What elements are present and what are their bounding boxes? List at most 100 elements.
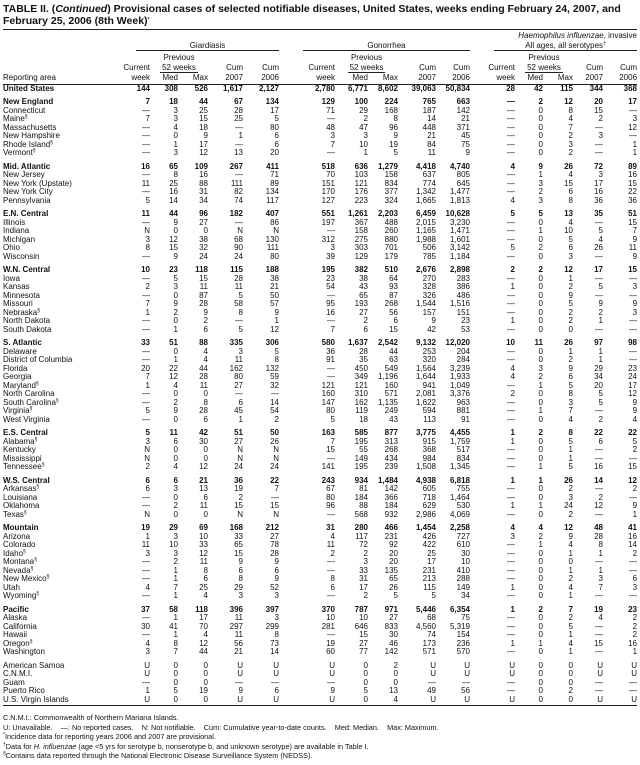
region-row: W.N. Central 10 23 118 115 188 195 382 510 2,676 2… xyxy=(3,261,637,275)
value-cell: 59 xyxy=(270,372,279,381)
area-name: American Samoa xyxy=(3,660,65,670)
footnote-mark: § xyxy=(23,509,27,516)
value-cell: 448 xyxy=(422,122,436,132)
value-cell: 39 xyxy=(326,251,335,261)
value-cell: U xyxy=(144,669,150,678)
area-name: South Dakota xyxy=(3,324,52,334)
current-header: Current xyxy=(488,63,515,72)
value-cell: 0 xyxy=(538,509,543,519)
value-cell: 24 xyxy=(270,462,279,471)
table-row: Oklahoma —2 11 15 15 96 88 184 629 530 1 1 24 12 9 xyxy=(3,501,637,511)
reporting-area-cell: Nebraska§ xyxy=(3,308,112,318)
value-cell: 344 xyxy=(589,83,603,93)
value-cell: 73 xyxy=(270,638,279,648)
value-cell: 3 xyxy=(598,131,603,140)
value-cell: 5 xyxy=(568,299,573,308)
value-cell: 55 xyxy=(359,445,368,454)
value-cell: 1 xyxy=(274,316,279,325)
value-cell: 1 xyxy=(598,346,603,356)
value-cell: 10,628 xyxy=(445,209,470,218)
value-cell: — xyxy=(595,122,603,132)
value-cell: 48 xyxy=(594,523,603,532)
value-cell: 118 xyxy=(195,265,208,274)
value-cell: 115 xyxy=(423,582,436,592)
value-cell: 284 xyxy=(456,355,470,364)
value-cell: 239 xyxy=(384,462,398,471)
area-name: Tennessee xyxy=(3,462,42,471)
value-cell: 87 xyxy=(389,290,398,300)
value-cell: 1 xyxy=(238,131,243,140)
value-cell: — xyxy=(235,316,243,325)
value-cell: 28 xyxy=(199,372,208,381)
value-cell: 0 xyxy=(203,389,208,398)
value-cell: 1,454 xyxy=(415,523,436,532)
value-cell: 0 xyxy=(538,630,543,639)
value-cell: 121 xyxy=(321,380,335,390)
value-cell: U xyxy=(237,660,243,670)
value-cell: 130 xyxy=(265,234,279,244)
value-cell: 6 xyxy=(238,397,243,407)
value-cell: — xyxy=(507,647,515,656)
value-cell: 42 xyxy=(199,428,208,437)
value-cell: 1 xyxy=(363,148,368,157)
value-cell: 12 xyxy=(594,501,603,510)
med-header: Med xyxy=(515,73,543,85)
area-name: Ohio xyxy=(3,243,20,252)
value-cell: 49 xyxy=(427,686,436,695)
table-row: New York (Upstate) 11 25 88 111 89 151 121 834 77… xyxy=(3,179,637,189)
value-cell: 179 xyxy=(384,251,398,261)
value-cell: 1 xyxy=(238,414,243,424)
value-cell: 15 xyxy=(199,114,208,123)
value-cell: 57 xyxy=(270,299,279,308)
value-cell: 28 xyxy=(234,105,243,115)
value-cell: 0 xyxy=(538,324,543,334)
value-cell: — xyxy=(507,630,515,639)
value-cell: 0 xyxy=(173,226,178,235)
value-cell: 386 xyxy=(456,282,470,291)
value-cell: 7 xyxy=(145,372,150,381)
value-cell: 11 xyxy=(234,613,243,622)
2007-header: 2007 xyxy=(398,73,436,85)
value-cell: 2 xyxy=(538,265,543,274)
cum-header: Cum xyxy=(586,63,603,72)
table-row: South Dakota — 1 6 5 12 7 6 15 42 53 — 0 0 — — xyxy=(3,324,637,335)
value-cell: 0 xyxy=(538,445,543,454)
value-cell: 5 xyxy=(363,686,368,695)
value-cell: 5 xyxy=(510,243,515,252)
value-cell: 6 xyxy=(203,324,208,334)
value-cell: 9 xyxy=(274,557,279,566)
value-cell: 212 xyxy=(265,523,279,532)
value-cell: — xyxy=(507,414,515,424)
value-cell: — xyxy=(629,686,638,695)
area-name: Virginia xyxy=(3,406,30,415)
value-cell: 1,601 xyxy=(449,234,470,244)
value-cell: 51 xyxy=(628,209,638,218)
value-cell: — xyxy=(142,355,150,364)
value-cell: 1,165 xyxy=(415,226,436,235)
table-row: Wyoming§ — 1 4 3 3 — 2 5 5 34 — 0 1 — — xyxy=(3,591,637,601)
value-cell: 0 xyxy=(363,660,368,670)
value-cell: 27 xyxy=(389,613,398,622)
region-row: W.S. Central 6 6 21 36 22 243 934 1,484 4,938 6,81… xyxy=(3,472,637,486)
value-cell: 4,740 xyxy=(449,161,470,171)
value-cell: 1 xyxy=(568,630,573,639)
value-cell: 366 xyxy=(384,492,398,502)
value-cell: 5,319 xyxy=(449,621,470,631)
value-cell: 52 xyxy=(270,582,279,592)
value-cell: — xyxy=(629,557,638,566)
value-cell: — xyxy=(507,187,515,196)
value-cell: 629 xyxy=(422,501,436,510)
area-name: Pacific xyxy=(3,604,29,614)
value-cell: 26 xyxy=(564,161,573,171)
value-cell: 9 xyxy=(632,251,638,261)
value-cell: 1 xyxy=(538,462,543,471)
area-name: Mountain xyxy=(3,523,39,532)
value-cell: 98 xyxy=(628,338,638,347)
value-cell: 1 xyxy=(568,565,573,575)
table-row: Nevada§ — 1 8 6 6 — 33 135 231 410 — 0 1 1 — xyxy=(3,565,637,576)
value-cell: U xyxy=(243,695,279,706)
reporting-area-cell: S. Atlantic xyxy=(3,334,112,348)
value-cell: U xyxy=(112,695,150,706)
value-cell: 6,354 xyxy=(449,604,470,614)
value-cell: — xyxy=(595,621,603,631)
